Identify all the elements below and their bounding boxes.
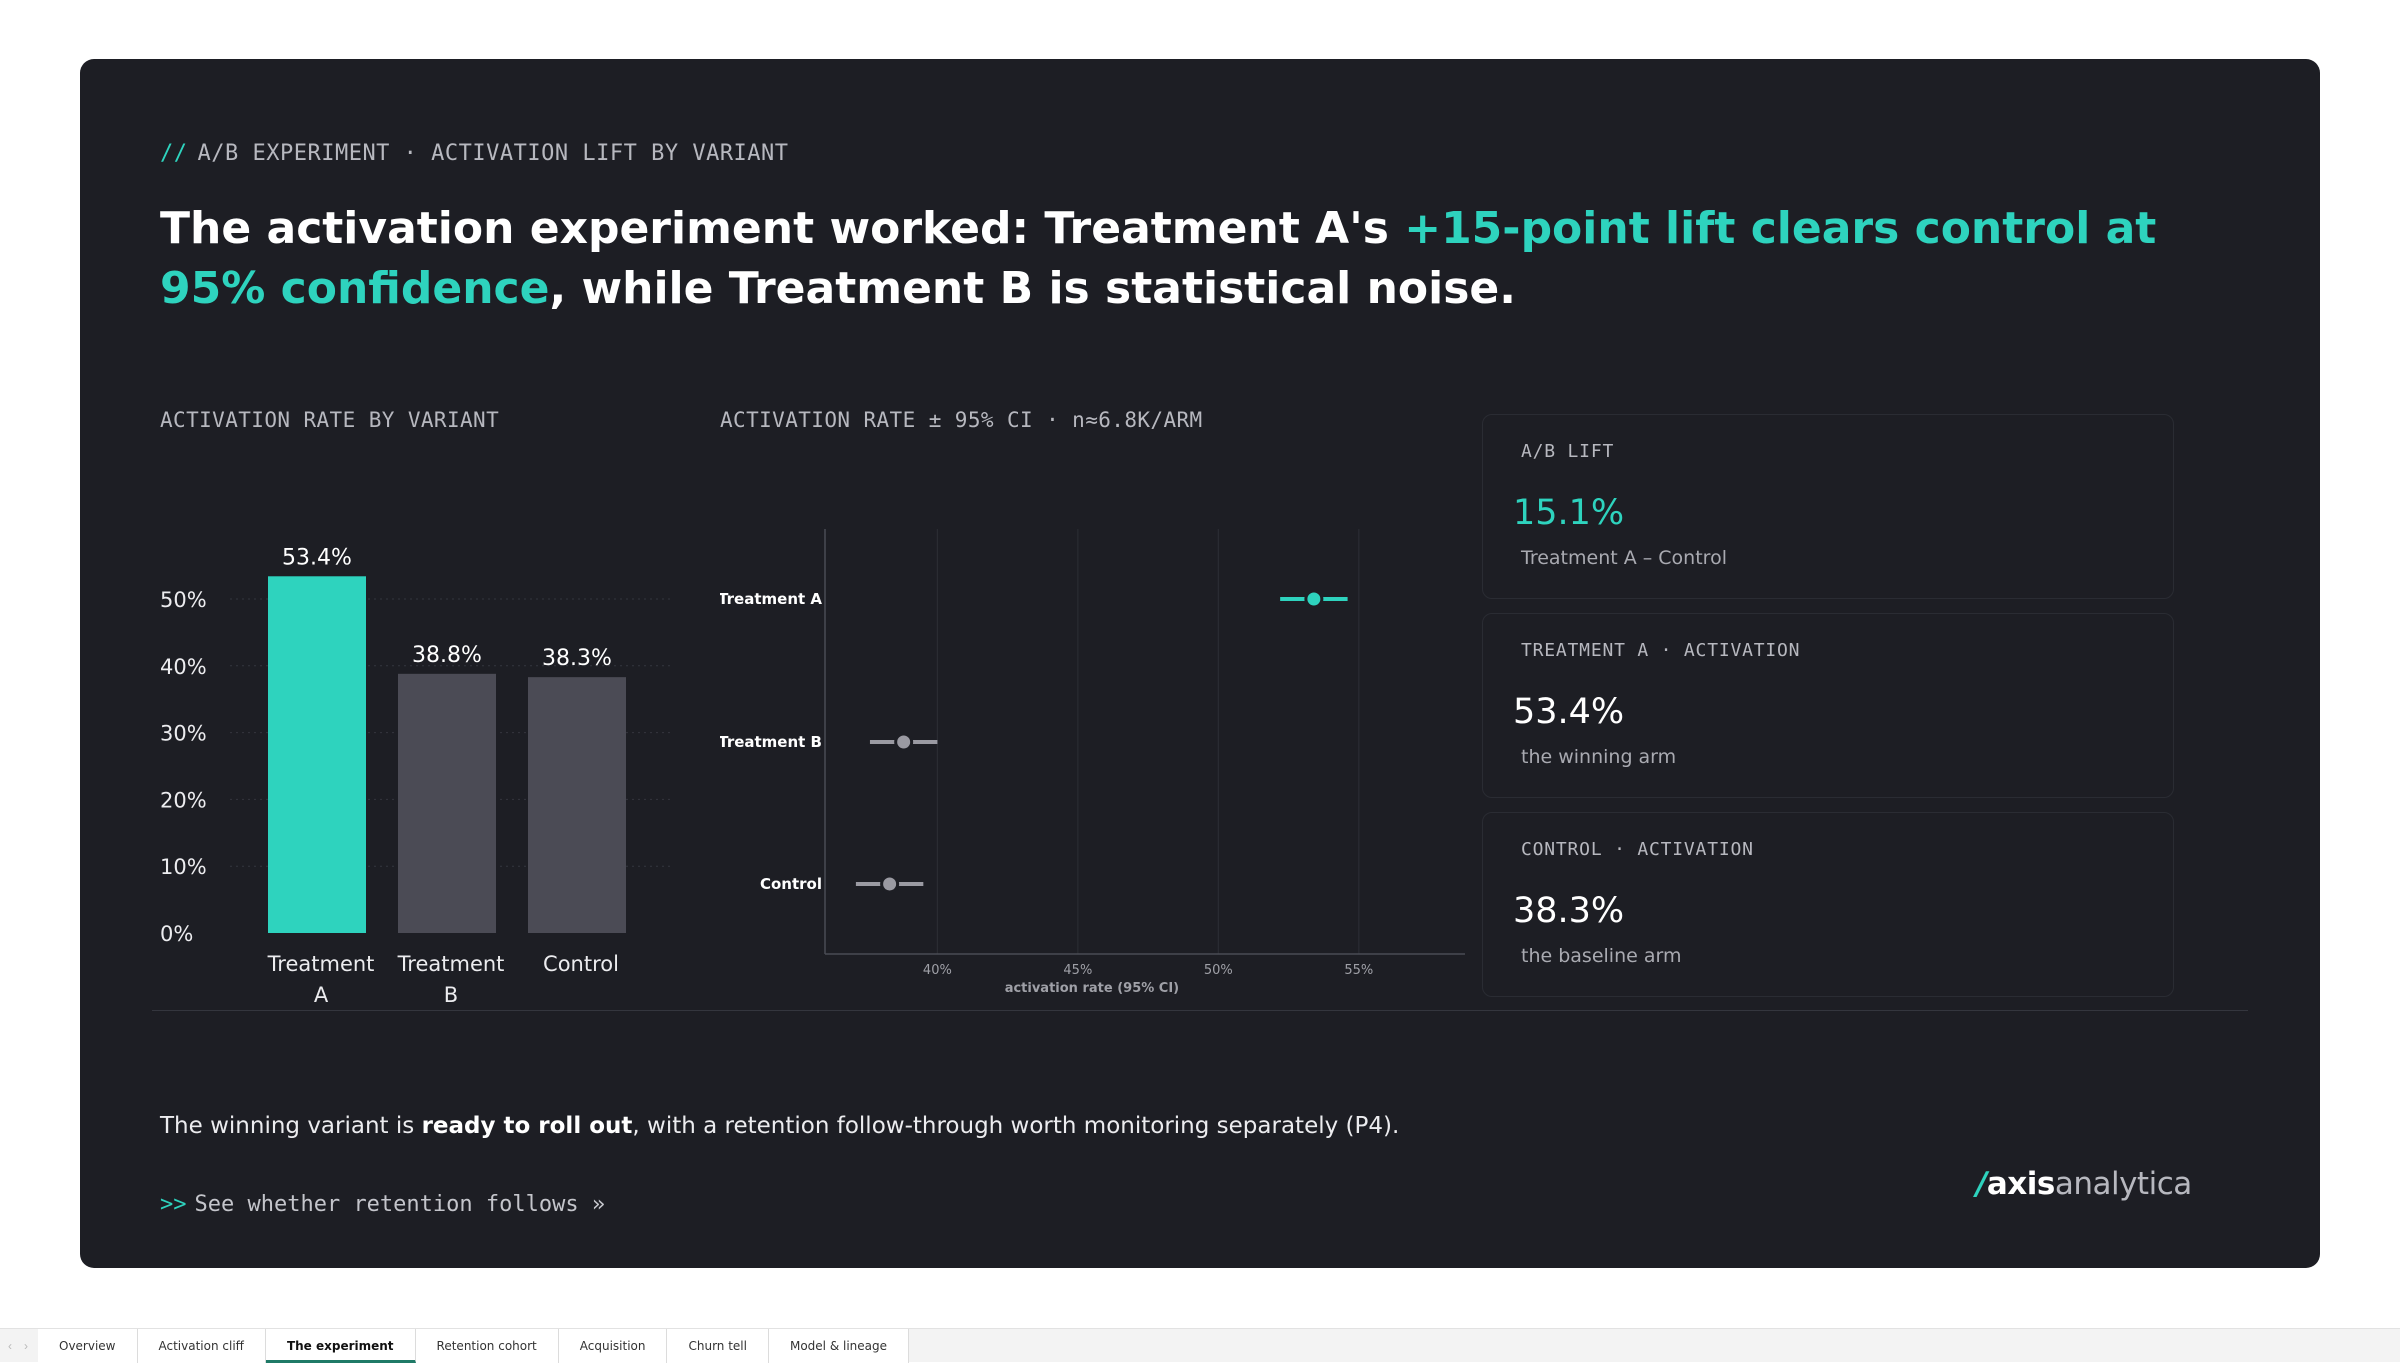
y-tick-label: 30%: [160, 722, 207, 746]
kpi-card-control: CONTROL · ACTIVATION 38.3% the baseline …: [1482, 812, 2174, 997]
y-tick-label: 50%: [160, 588, 207, 612]
y-tick-label: 20%: [160, 788, 207, 812]
x-tick-label: 45%: [1063, 963, 1092, 978]
x-tick-label: 50%: [1204, 963, 1233, 978]
eyebrow: // A/B EXPERIMENT · ACTIVATION LIFT BY VA…: [160, 141, 789, 166]
sheet-tabs: Overview Activation cliff The experiment Re…: [38, 1329, 910, 1363]
retention-link[interactable]: >> See whether retention follows »: [160, 1192, 605, 1217]
point-estimate: [1304, 589, 1324, 609]
footnote-text-end: , with a retention follow-through worth …: [632, 1113, 1400, 1139]
x-tick-label: 55%: [1344, 963, 1373, 978]
bar: [268, 576, 366, 933]
y-tick-label: Treatment A: [720, 590, 822, 608]
x-tick-label: 40%: [923, 963, 952, 978]
bar: [528, 677, 626, 933]
retention-link-label: See whether retention follows »: [194, 1192, 606, 1217]
chevrons-icon: >>: [160, 1192, 187, 1217]
tab-model-lineage[interactable]: Model & lineage: [769, 1329, 910, 1363]
kpi-label: CONTROL · ACTIVATION: [1521, 839, 1754, 860]
tab-overview[interactable]: Overview: [38, 1329, 138, 1363]
tab-activation-cliff[interactable]: Activation cliff: [138, 1329, 266, 1363]
logo-part2: analytica: [2054, 1166, 2192, 1202]
tab-the-experiment[interactable]: The experiment: [265, 1329, 416, 1363]
headline-text-end: , while Treatment B is statistical noise…: [549, 263, 1516, 314]
y-tick-label: 0%: [160, 922, 193, 946]
ci-chart-title: ACTIVATION RATE ± 95% CI · n≈6.8K/ARM: [720, 408, 1203, 432]
bar-chart-title: ACTIVATION RATE BY VARIANT: [160, 408, 500, 432]
logo-slash: /: [1976, 1166, 1987, 1202]
kpi-card-treatment-a: TREATMENT A · ACTIVATION 53.4% the winni…: [1482, 613, 2174, 798]
point-estimate: [894, 732, 914, 752]
bar-data-label: 38.3%: [542, 646, 612, 671]
bar: [398, 673, 496, 933]
sheet-tab-bar: ‹ › Overview Activation cliff The experime…: [0, 1328, 2400, 1363]
x-tick-label: A: [314, 983, 329, 1007]
kpi-note: Treatment A – Control: [1521, 547, 1727, 569]
y-tick-label: 10%: [160, 855, 207, 879]
kpi-value: 53.4%: [1513, 692, 1625, 732]
page-headline: The activation experiment worked: Treatm…: [160, 199, 2220, 319]
activation-ci-chart: 40% 45% 50% 55% activation rate (95% CI) Trea…: [720, 529, 1465, 996]
logo-part1: axis: [1986, 1166, 2056, 1202]
activation-bar-chart: 0% 10% 20% 30% 40% 50% 53.4% Treatment A 38.8% Tre…: [160, 545, 672, 1007]
bar-data-label: 38.8%: [412, 643, 482, 668]
x-tick-label: Treatment: [397, 952, 505, 976]
headline-text: The activation experiment worked: Treatm…: [160, 203, 1405, 254]
tab-churn-tell[interactable]: Churn tell: [667, 1329, 769, 1363]
footnote: The winning variant is ready to roll out…: [160, 1113, 1399, 1139]
x-tick-label: Treatment: [267, 952, 375, 976]
x-axis-label: activation rate (95% CI): [1005, 981, 1179, 996]
kpi-label: A/B LIFT: [1521, 441, 1615, 462]
x-tick-label: B: [444, 983, 458, 1007]
kpi-label: TREATMENT A · ACTIVATION: [1521, 640, 1801, 661]
divider: [152, 1010, 2248, 1011]
y-tick-label: 40%: [160, 655, 207, 679]
eyebrow-slashes: //: [160, 141, 188, 166]
point-estimate: [880, 874, 900, 894]
eyebrow-text: A/B EXPERIMENT · ACTIVATION LIFT BY VARI…: [197, 141, 789, 166]
kpi-card-ab-lift: A/B LIFT 15.1% Treatment A – Control: [1482, 414, 2174, 599]
kpi-note: the baseline arm: [1521, 945, 1682, 967]
x-tick-label: Control: [543, 952, 619, 976]
y-tick-label: Control: [760, 875, 822, 893]
kpi-value: 15.1%: [1513, 493, 1625, 533]
bar-data-label: 53.4%: [282, 545, 352, 570]
brand-logo: /axisanalytica: [1976, 1166, 2192, 1202]
footnote-emphasis: ready to roll out: [421, 1113, 633, 1139]
tab-acquisition[interactable]: Acquisition: [559, 1329, 668, 1363]
headline-accent: +15-point lift clears control at 95% con…: [160, 203, 2157, 314]
report-canvas: // A/B EXPERIMENT · ACTIVATION LIFT BY VA…: [80, 59, 2320, 1268]
kpi-value: 38.3%: [1513, 891, 1625, 931]
footnote-text: The winning variant is: [160, 1113, 422, 1139]
tab-prev-icon[interactable]: ‹: [8, 1339, 12, 1353]
y-tick-label: Treatment B: [720, 733, 822, 751]
kpi-note: the winning arm: [1521, 746, 1677, 768]
tab-retention-cohort[interactable]: Retention cohort: [416, 1329, 559, 1363]
tab-next-icon[interactable]: ›: [24, 1339, 28, 1353]
